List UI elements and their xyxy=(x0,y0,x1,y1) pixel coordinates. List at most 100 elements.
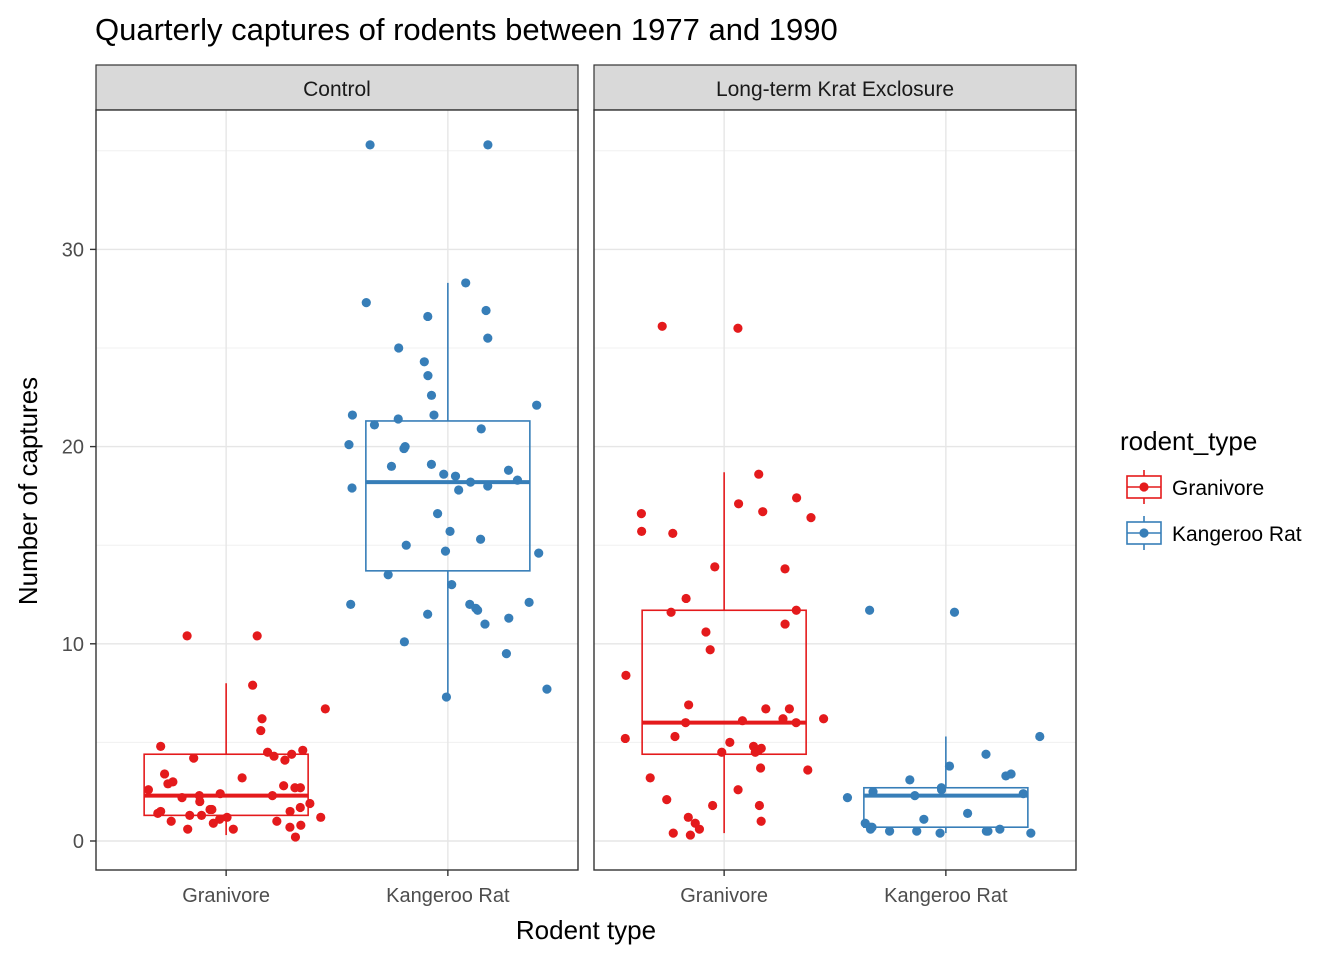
data-point xyxy=(296,820,306,830)
data-point xyxy=(680,718,691,728)
data-point xyxy=(476,424,486,434)
data-point xyxy=(806,512,816,523)
data-point xyxy=(1035,731,1045,742)
data-point xyxy=(701,627,711,637)
facet-strip xyxy=(593,64,1077,111)
data-point xyxy=(394,343,404,353)
data-point xyxy=(267,791,278,801)
data-point xyxy=(705,645,715,655)
data-point xyxy=(620,733,630,744)
y-tick-label: 20 xyxy=(62,437,84,459)
data-point xyxy=(884,826,895,836)
data-point xyxy=(784,704,794,714)
data-point xyxy=(208,818,218,828)
data-point xyxy=(708,800,718,811)
x-tick-label: Granivore xyxy=(680,885,768,907)
data-point xyxy=(195,796,205,807)
data-point xyxy=(662,794,672,805)
data-point xyxy=(207,804,217,815)
data-point xyxy=(912,826,922,836)
data-point xyxy=(710,562,720,572)
data-point xyxy=(694,824,705,834)
data-point xyxy=(935,828,945,838)
data-point xyxy=(666,607,676,617)
data-point xyxy=(386,461,397,471)
facet-strip xyxy=(95,64,579,111)
data-point xyxy=(393,414,403,424)
data-point xyxy=(503,465,514,475)
data-point xyxy=(717,747,727,757)
data-point xyxy=(272,816,282,826)
data-point xyxy=(287,749,297,759)
data-point xyxy=(683,812,693,822)
data-point xyxy=(305,798,315,809)
facet-strip-label: Control xyxy=(303,78,371,101)
data-point xyxy=(423,311,433,322)
data-point xyxy=(183,824,193,834)
data-point xyxy=(483,481,493,491)
y-axis: 0 10 20 30 xyxy=(62,239,96,853)
panel-long-term-krat-exclosure: Long-term Krat Exclosure Granivore Kangero… xyxy=(593,64,1077,907)
data-point xyxy=(316,812,326,822)
data-point xyxy=(447,580,457,590)
data-point xyxy=(761,704,771,714)
data-point xyxy=(365,140,375,150)
data-point xyxy=(432,509,443,519)
data-point xyxy=(792,493,802,503)
data-point xyxy=(645,773,655,783)
boxplot-granivore xyxy=(620,321,829,840)
data-point xyxy=(1018,789,1028,799)
data-point xyxy=(755,763,766,773)
data-point xyxy=(228,824,238,834)
data-point xyxy=(399,637,409,647)
data-point xyxy=(668,528,678,538)
y-tick-label: 0 xyxy=(73,831,84,853)
data-point xyxy=(196,810,207,820)
data-point xyxy=(248,680,258,690)
data-point xyxy=(320,704,330,714)
legend-label: Kangeroo Rat xyxy=(1172,523,1302,546)
boxplot-kangeroo-rat xyxy=(842,605,1045,838)
data-point xyxy=(905,775,915,785)
data-point xyxy=(524,597,534,607)
data-point xyxy=(756,816,766,826)
data-point xyxy=(780,619,790,629)
legend-title: rodent_type xyxy=(1120,426,1257,456)
data-point xyxy=(285,806,295,817)
data-point xyxy=(750,747,760,757)
panel-border xyxy=(95,109,579,871)
data-point xyxy=(791,718,801,728)
data-point xyxy=(681,593,691,604)
data-point xyxy=(542,684,552,694)
data-point xyxy=(868,787,878,797)
data-point xyxy=(725,737,735,748)
panel-background xyxy=(594,110,1076,870)
data-point xyxy=(429,410,439,420)
legend-point xyxy=(1139,482,1149,492)
boxplot-granivore xyxy=(143,631,330,842)
data-point xyxy=(803,765,813,775)
data-point xyxy=(426,459,437,469)
data-point xyxy=(684,700,694,710)
data-point xyxy=(534,548,544,558)
data-point xyxy=(995,824,1005,834)
data-point xyxy=(344,440,354,450)
data-point xyxy=(919,814,929,824)
legend-point xyxy=(1139,528,1149,538)
y-tick-label: 10 xyxy=(62,634,84,656)
data-point xyxy=(981,749,991,759)
data-point xyxy=(256,725,266,736)
data-point xyxy=(637,526,647,536)
data-point xyxy=(383,570,393,580)
chart-title: Quarterly captures of rodents between 19… xyxy=(95,12,838,47)
data-point xyxy=(657,321,667,331)
data-point xyxy=(483,140,493,150)
data-point xyxy=(445,526,455,536)
data-point xyxy=(189,753,199,763)
data-point xyxy=(778,714,788,724)
data-point xyxy=(295,802,305,813)
data-point xyxy=(252,631,262,641)
data-point xyxy=(440,546,451,556)
